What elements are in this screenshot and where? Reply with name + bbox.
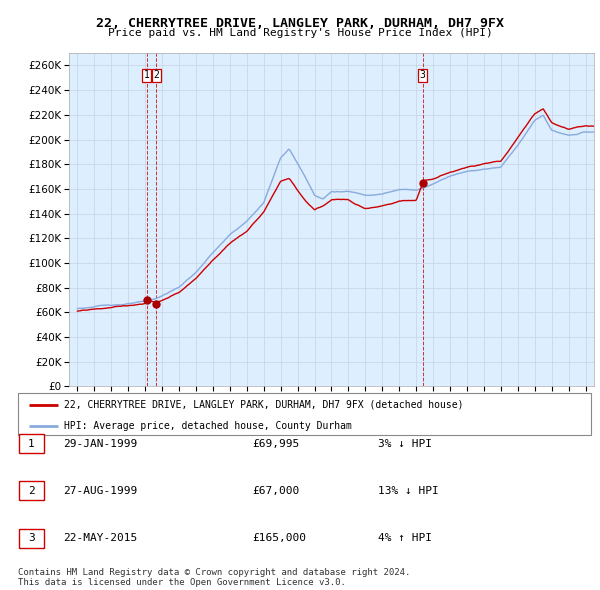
FancyBboxPatch shape (19, 434, 44, 453)
Text: 2: 2 (28, 486, 35, 496)
Text: 3: 3 (28, 533, 35, 543)
Text: Contains HM Land Registry data © Crown copyright and database right 2024.: Contains HM Land Registry data © Crown c… (18, 568, 410, 576)
Text: 22-MAY-2015: 22-MAY-2015 (63, 533, 137, 543)
Text: 4% ↑ HPI: 4% ↑ HPI (378, 533, 432, 543)
FancyBboxPatch shape (19, 481, 44, 500)
Text: 22, CHERRYTREE DRIVE, LANGLEY PARK, DURHAM, DH7 9FX: 22, CHERRYTREE DRIVE, LANGLEY PARK, DURH… (96, 17, 504, 30)
Text: £67,000: £67,000 (252, 486, 299, 496)
Text: 13% ↓ HPI: 13% ↓ HPI (378, 486, 439, 496)
Text: 3% ↓ HPI: 3% ↓ HPI (378, 439, 432, 448)
Text: Price paid vs. HM Land Registry's House Price Index (HPI): Price paid vs. HM Land Registry's House … (107, 28, 493, 38)
FancyBboxPatch shape (19, 529, 44, 548)
Text: £165,000: £165,000 (252, 533, 306, 543)
Text: 3: 3 (420, 70, 426, 80)
FancyBboxPatch shape (18, 393, 591, 435)
Text: 1: 1 (143, 70, 149, 80)
Text: 27-AUG-1999: 27-AUG-1999 (63, 486, 137, 496)
Text: 29-JAN-1999: 29-JAN-1999 (63, 439, 137, 448)
Text: 2: 2 (153, 70, 159, 80)
Text: This data is licensed under the Open Government Licence v3.0.: This data is licensed under the Open Gov… (18, 578, 346, 587)
Text: 22, CHERRYTREE DRIVE, LANGLEY PARK, DURHAM, DH7 9FX (detached house): 22, CHERRYTREE DRIVE, LANGLEY PARK, DURH… (64, 400, 463, 410)
Text: 1: 1 (28, 439, 35, 448)
Text: HPI: Average price, detached house, County Durham: HPI: Average price, detached house, Coun… (64, 421, 352, 431)
Text: £69,995: £69,995 (252, 439, 299, 448)
